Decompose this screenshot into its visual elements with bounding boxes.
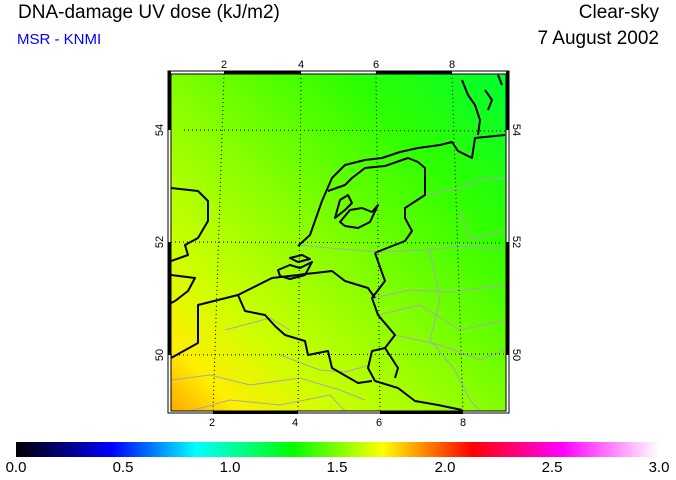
sky-condition: Clear-sky xyxy=(578,2,659,23)
lat-tick-left: 52 xyxy=(154,236,166,248)
uv-dose-map: 2 4 6 8 2 4 6 8 54 52 50 54 52 50 xyxy=(154,59,522,429)
colorbar-tick: 1.5 xyxy=(326,459,348,476)
lat-tick-left: 54 xyxy=(154,124,166,136)
map-date: 7 August 2002 xyxy=(537,28,660,49)
lon-tick-top: 4 xyxy=(298,59,304,71)
lon-tick-top: 8 xyxy=(449,59,455,71)
lat-tick-left: 50 xyxy=(154,349,166,361)
country-borders xyxy=(237,252,463,411)
lon-tick-bottom: 6 xyxy=(376,417,382,429)
admin-borders xyxy=(171,177,506,411)
map-title: DNA-damage UV dose (kJ/m2) xyxy=(18,2,280,23)
lon-tick-bottom: 2 xyxy=(209,417,215,429)
lon-tick-bottom: 4 xyxy=(292,417,298,429)
colorbar-tick: 1.0 xyxy=(219,459,241,476)
colorbar-tick: 3.0 xyxy=(648,459,670,476)
colorbar xyxy=(16,442,659,457)
uv-field xyxy=(171,74,506,411)
lon-tick-bottom: 8 xyxy=(460,417,466,429)
map-frame xyxy=(167,70,510,414)
colorbar-tick: 0.5 xyxy=(112,459,134,476)
lat-tick-right: 50 xyxy=(510,349,522,361)
colorbar-tick: 2.0 xyxy=(434,459,456,476)
graticule xyxy=(171,74,506,411)
lat-tick-right: 54 xyxy=(510,124,522,136)
colorbar-tick: 0.0 xyxy=(5,459,27,476)
lon-tick-top: 6 xyxy=(373,59,379,71)
lat-tick-right: 52 xyxy=(510,236,522,248)
lon-tick-top: 2 xyxy=(221,59,227,71)
map-source: MSR - KNMI xyxy=(17,31,102,48)
colorbar-tick: 2.5 xyxy=(541,459,563,476)
